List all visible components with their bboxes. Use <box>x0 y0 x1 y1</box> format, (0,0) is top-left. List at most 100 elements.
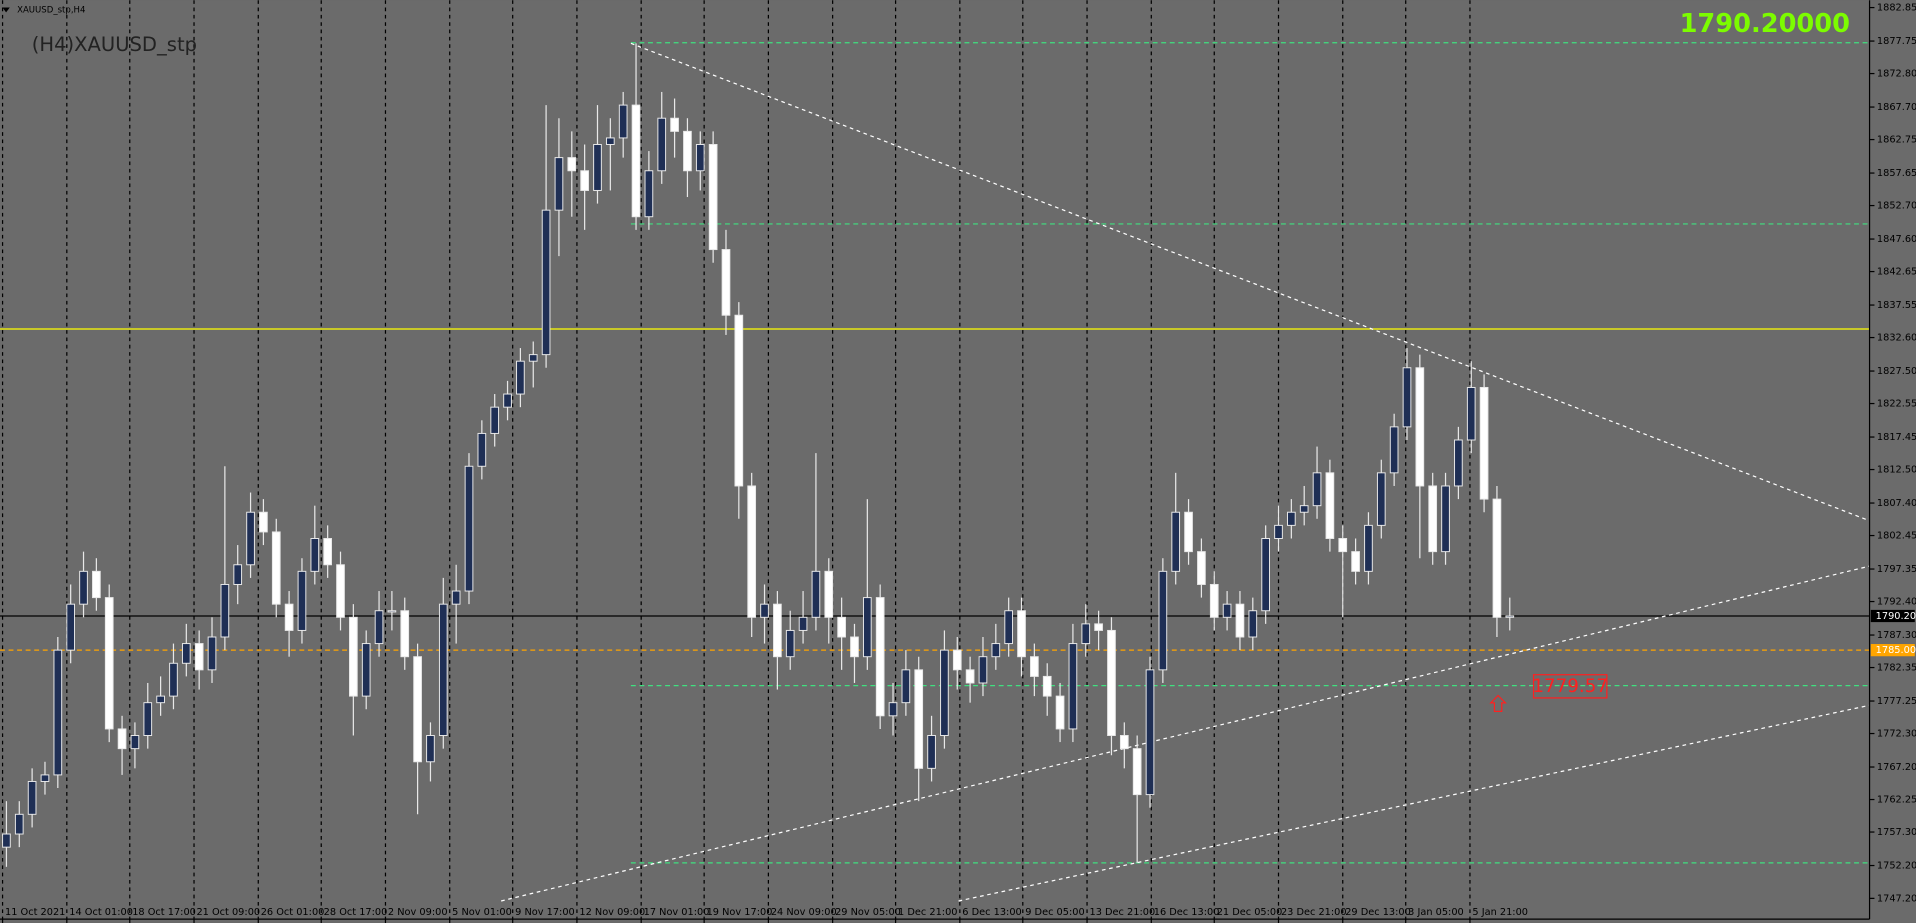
x-tick-label: 11 Oct 2021 <box>5 907 65 918</box>
x-tick-label: 9 Dec 05:00 <box>1025 907 1084 918</box>
candle-body <box>605 137 615 145</box>
candle-body <box>631 104 641 218</box>
candle-body <box>271 531 281 605</box>
candle-body <box>837 616 846 638</box>
candle-body <box>824 570 834 618</box>
candle-body <box>618 104 628 139</box>
candle-body <box>104 597 114 730</box>
candle-body <box>1364 524 1373 572</box>
candle-body <box>554 157 564 211</box>
candle-body <box>1428 485 1438 553</box>
candle-body <box>1184 511 1193 553</box>
candle-body <box>1004 610 1014 645</box>
x-tick-label: 5 Nov 01:00 <box>452 907 512 918</box>
candle-body <box>53 649 63 776</box>
candle-body <box>349 616 358 697</box>
y-tick-label: 1807.40 <box>1877 498 1916 509</box>
y-tick-label: 1777.25 <box>1877 696 1916 707</box>
candle-body <box>1107 629 1116 736</box>
x-tick-label: 29 Dec 13:00 <box>1345 907 1411 918</box>
menu-arrow[interactable] <box>2 7 10 13</box>
candle-body <box>593 144 602 191</box>
candle-body <box>1492 498 1502 618</box>
candle-body <box>811 570 821 618</box>
candle-body <box>644 170 654 218</box>
candle-body <box>1222 603 1232 618</box>
y-tick-label: 1797.35 <box>1877 564 1916 575</box>
candle-body <box>194 643 204 671</box>
candle-body <box>528 354 538 362</box>
candle-body <box>336 564 345 618</box>
x-tick-label: 17 Nov 01:00 <box>644 907 710 918</box>
candle-body <box>413 656 422 763</box>
candle-body <box>297 570 307 631</box>
annotation-box <box>1532 674 1608 699</box>
candle-body <box>1261 538 1270 612</box>
y-tick-label: 1747.20 <box>1877 893 1916 904</box>
candle-body <box>130 735 140 750</box>
candle-body <box>952 649 962 671</box>
candle-body <box>914 669 924 769</box>
candle-body <box>721 249 731 316</box>
candle-body <box>1312 472 1322 507</box>
y-tick-label: 1872.80 <box>1877 69 1916 80</box>
candle-body <box>901 669 911 704</box>
y-tick-label: 1762.25 <box>1877 795 1916 806</box>
candle-body <box>220 583 230 638</box>
candle-body <box>747 485 757 618</box>
y-tick-label: 1877.75 <box>1877 36 1916 47</box>
y-tick-label: 1827.50 <box>1877 366 1916 377</box>
candle-body <box>464 465 474 592</box>
symbol-label: (H4)XAUUSD_stp <box>32 33 197 56</box>
candle-body <box>27 780 37 815</box>
candle-body <box>181 643 191 664</box>
y-tick-label: 1822.55 <box>1877 399 1916 410</box>
candle-body <box>580 170 589 191</box>
candle-body <box>1158 570 1168 671</box>
y-tick-label: 1782.35 <box>1877 663 1916 674</box>
candle-body <box>1505 615 1515 618</box>
candle-body <box>657 117 667 172</box>
y-tick-label: 1817.45 <box>1877 432 1916 443</box>
candle-body <box>785 629 795 658</box>
candle-body <box>888 702 898 717</box>
candle-body <box>862 597 872 658</box>
candle-body <box>670 117 679 132</box>
candle-body <box>477 432 487 467</box>
trend-line <box>958 704 1870 902</box>
y-tick-label: 1882.85 <box>1877 3 1916 14</box>
y-tick-label: 1862.75 <box>1877 135 1916 146</box>
candle-body <box>1248 610 1258 638</box>
candle-body <box>310 538 320 572</box>
candle-body <box>1145 669 1155 796</box>
candle-body <box>1055 695 1065 730</box>
x-tick-label: 12 Nov 09:00 <box>579 907 645 918</box>
candle-body <box>695 144 705 172</box>
x-tick-label: 29 Nov 05:00 <box>835 907 901 918</box>
x-tick-label: 19 Nov 17:00 <box>707 907 773 918</box>
candle-body <box>40 774 50 782</box>
y-tick-label: 1767.20 <box>1877 762 1916 773</box>
price-tag-label: 1790.20 <box>1876 611 1916 622</box>
candle-body <box>978 656 988 684</box>
candle-body <box>1376 472 1386 526</box>
x-tick-label: 14 Oct 01:00 <box>69 907 133 918</box>
candle-body <box>1017 610 1026 658</box>
candle-body <box>991 643 1001 658</box>
candle-body <box>1068 643 1078 730</box>
x-tick-label: 9 Nov 17:00 <box>515 907 575 918</box>
y-tick-label: 1837.55 <box>1877 300 1916 311</box>
candle-body <box>92 570 101 599</box>
y-tick-label: 1752.20 <box>1877 861 1916 872</box>
annotation-text: 1779.57 <box>1532 676 1608 697</box>
x-tick-label: 1 Dec 21:00 <box>898 907 957 918</box>
price-tag <box>1870 644 1915 657</box>
candle-body <box>773 603 782 658</box>
candle-body <box>387 610 397 613</box>
price-display: 1790.20000 <box>1680 9 1850 39</box>
x-tick-label: 16 Dec 13:00 <box>1154 907 1220 918</box>
trend-line <box>500 565 1870 902</box>
x-tick-label: 13 Dec 21:00 <box>1089 907 1155 918</box>
